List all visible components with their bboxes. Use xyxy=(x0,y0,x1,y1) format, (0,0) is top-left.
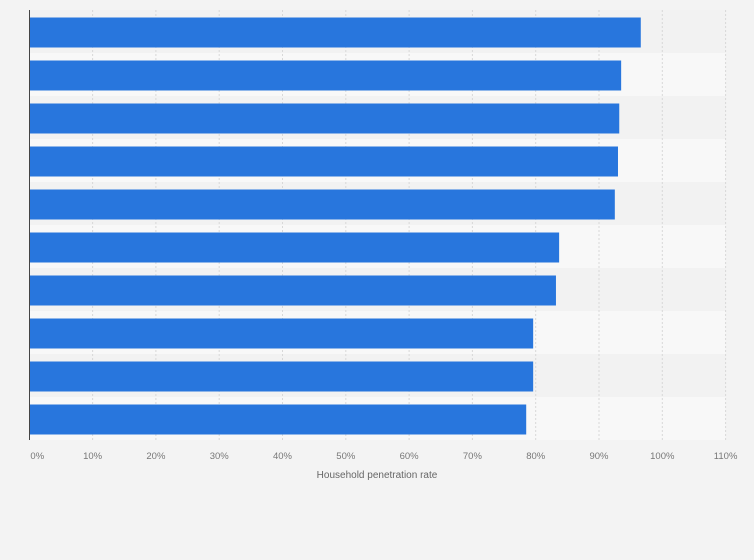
bar xyxy=(29,17,641,48)
x-tick-label: 40% xyxy=(273,451,293,462)
x-tick-label: 60% xyxy=(400,451,420,462)
bar xyxy=(29,275,556,306)
x-tick-label: 0% xyxy=(30,451,44,462)
x-tick-label: 50% xyxy=(336,451,356,462)
bar xyxy=(29,232,560,263)
x-tick-label: 100% xyxy=(650,451,675,462)
bar xyxy=(29,361,534,392)
x-tick-label: 70% xyxy=(463,451,483,462)
bar xyxy=(29,60,622,91)
bar xyxy=(29,404,527,435)
x-tick-label: 90% xyxy=(589,451,609,462)
x-axis-label: Household penetration rate xyxy=(317,470,438,481)
bar xyxy=(29,103,620,134)
x-tick-label: 110% xyxy=(714,451,738,462)
x-tick-label: 80% xyxy=(526,451,546,462)
x-tick-label: 30% xyxy=(210,451,230,462)
x-tick-label: 10% xyxy=(83,451,103,462)
bar xyxy=(29,318,534,349)
x-tick-label: 20% xyxy=(146,451,166,462)
bar xyxy=(29,189,615,220)
bar xyxy=(29,146,618,177)
